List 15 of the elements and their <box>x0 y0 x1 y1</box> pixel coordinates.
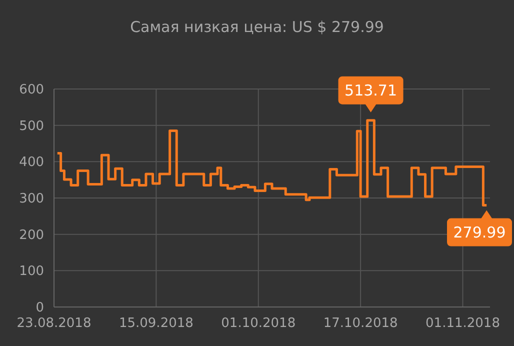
annotation: 513.71 <box>344 82 398 100</box>
y-tick-label: 500 <box>19 118 44 134</box>
y-tick-label: 200 <box>19 228 44 243</box>
y-tick-label: 300 <box>19 192 44 207</box>
y-tick-label: 100 <box>19 264 44 280</box>
x-tick-label: 01.10.2018 <box>221 316 296 331</box>
x-tick-label: 17.10.2018 <box>323 316 398 331</box>
x-tick-label: 01.11.2018 <box>426 316 500 331</box>
y-tick-label: 0 <box>36 300 44 316</box>
x-tick-label: 23.08.2018 <box>16 316 92 331</box>
chart-title: Самая низкая цена: US $ 279.99 <box>130 18 384 36</box>
y-tick-label: 600 <box>19 82 44 98</box>
y-tick-label: 400 <box>19 155 44 170</box>
x-tick-label: 15.09.2018 <box>118 316 194 331</box>
annotation: 279.99 <box>453 224 506 242</box>
